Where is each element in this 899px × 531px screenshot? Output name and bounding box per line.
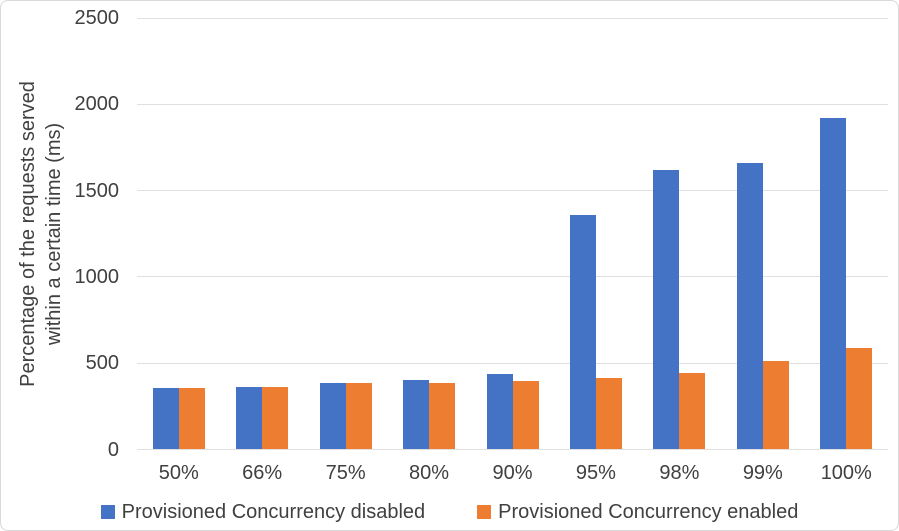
bar-disabled-90% (486, 373, 513, 450)
y-tick-label-2500: 2500 (74, 7, 120, 29)
bar-disabled-95% (569, 214, 596, 450)
legend-label-disabled: Provisioned Concurrency disabled (121, 501, 426, 523)
bar-enabled-98% (679, 372, 706, 450)
bar-disabled-99% (736, 162, 763, 450)
gridline-1000 (137, 276, 888, 278)
bar-enabled-80% (429, 383, 456, 450)
y-tick-label-0: 0 (107, 438, 119, 461)
legend-swatch-icon-disabled (100, 505, 115, 519)
bar-enabled-50% (178, 388, 205, 450)
y-tick-label-2000: 2000 (74, 93, 120, 116)
x-tick-label-66%: 66% (242, 462, 283, 484)
x-tick-label-99%: 99% (742, 462, 783, 484)
bar-enabled-66% (262, 386, 289, 450)
bar-enabled-95% (595, 377, 622, 450)
gridline-500 (137, 362, 888, 364)
y-tick-label-1500: 1500 (74, 179, 120, 202)
gridline-0 (137, 449, 888, 450)
gridline-1500 (137, 190, 888, 192)
bar-disabled-80% (403, 380, 430, 450)
legend: Provisioned Concurrency disabled Provisio… (1, 499, 898, 525)
bar-enabled-99% (762, 361, 789, 450)
bar-disabled-98% (653, 169, 680, 450)
bar-disabled-66% (236, 387, 263, 450)
bar-enabled-75% (345, 383, 372, 450)
bar-disabled-75% (319, 383, 346, 450)
bar-disabled-50% (152, 388, 179, 450)
gridline-2500 (137, 17, 888, 19)
x-tick-label-75%: 75% (325, 462, 366, 484)
legend-item-enabled: Provisioned Concurrency enabled (477, 499, 798, 525)
bar-disabled-100% (820, 118, 847, 450)
x-tick-label-98%: 98% (659, 462, 700, 484)
x-tick-label-95%: 95% (575, 462, 616, 484)
y-tick-label-500: 500 (85, 352, 119, 375)
x-tick-label-90%: 90% (492, 462, 533, 484)
bar-enabled-100% (846, 347, 873, 450)
legend-swatch-icon-enabled (477, 505, 492, 519)
bar-enabled-90% (512, 381, 539, 450)
x-tick-label-100%: 100% (820, 462, 872, 484)
y-axis-title: Percentage of the requests served within… (17, 81, 65, 387)
x-tick-label-80%: 80% (409, 462, 450, 484)
x-tick-label-50%: 50% (158, 462, 199, 484)
legend-label-enabled: Provisioned Concurrency enabled (498, 501, 799, 523)
y-tick-label-1000: 1000 (74, 265, 120, 288)
legend-item-disabled: Provisioned Concurrency disabled (100, 499, 426, 525)
gridline-2000 (137, 103, 888, 105)
